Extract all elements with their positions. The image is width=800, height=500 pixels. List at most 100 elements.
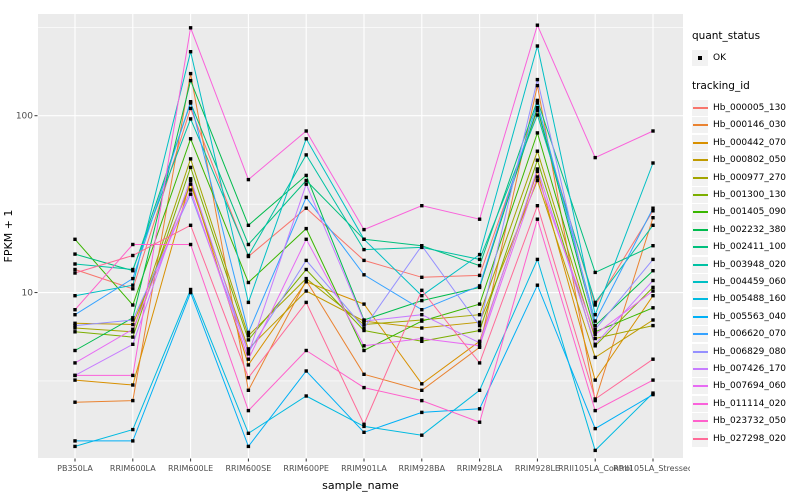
data-point xyxy=(535,98,540,103)
series-line-icon xyxy=(692,159,708,162)
data-point xyxy=(593,323,597,328)
data-point xyxy=(651,285,655,290)
data-point xyxy=(651,244,655,248)
data-point xyxy=(246,300,251,305)
data-point xyxy=(477,302,482,306)
data-point xyxy=(477,320,482,324)
data-point xyxy=(246,444,251,449)
data-point xyxy=(131,330,135,334)
data-point xyxy=(304,206,308,210)
data-point xyxy=(73,444,77,449)
x-tick-label: RRIM600PE xyxy=(283,464,329,473)
data-point xyxy=(593,303,597,307)
data-point xyxy=(188,50,193,54)
series-line-icon xyxy=(692,107,708,110)
series-line-icon xyxy=(692,211,708,214)
x-tick-label: RRIM600LA xyxy=(110,464,156,473)
data-point xyxy=(188,287,193,292)
data-point xyxy=(73,262,77,266)
data-point xyxy=(651,223,655,227)
data-point xyxy=(246,431,251,435)
data-point xyxy=(246,223,251,227)
data-point xyxy=(535,283,540,287)
data-point xyxy=(131,283,135,287)
series-line-icon xyxy=(692,437,708,440)
data-point xyxy=(593,332,597,337)
data-point xyxy=(131,322,135,327)
data-point xyxy=(73,252,77,256)
data-point xyxy=(188,223,193,227)
data-point xyxy=(420,388,424,392)
legend-entry-label: Hb_007426_170 xyxy=(713,363,787,374)
legend-entry-label: Hb_027298_020 xyxy=(713,433,787,444)
data-point xyxy=(304,369,308,373)
data-point xyxy=(477,263,482,268)
data-point xyxy=(651,257,655,262)
x-tick-label: RRIM901LA xyxy=(341,464,387,473)
data-point xyxy=(131,303,135,307)
data-point xyxy=(535,106,540,110)
data-point xyxy=(188,100,193,104)
data-point xyxy=(477,252,482,257)
series-key xyxy=(692,187,708,204)
legend-entry-label: Hb_007694_060 xyxy=(713,381,787,392)
data-point xyxy=(188,165,193,170)
series-line-icon xyxy=(692,194,708,197)
data-point xyxy=(304,173,308,178)
series-key xyxy=(692,413,708,430)
data-point xyxy=(73,294,77,298)
series-line-icon xyxy=(692,298,708,301)
legend-entry-Hb_003948_020: Hb_003948_020 xyxy=(692,256,798,273)
data-point xyxy=(73,326,77,330)
data-point xyxy=(651,392,655,397)
series-line-icon xyxy=(692,367,708,370)
series-key xyxy=(692,239,708,256)
legend-tracking-entries: Hb_000005_130 Hb_000146_030 Hb_000442_070 H… xyxy=(692,99,798,447)
series-key xyxy=(692,395,708,412)
data-point xyxy=(535,217,540,221)
legend-entry-label: Hb_005488_160 xyxy=(713,294,787,305)
series-key xyxy=(692,221,708,238)
series-line-icon xyxy=(692,350,708,353)
quant-ok-key xyxy=(692,49,708,66)
data-point xyxy=(246,177,251,182)
data-point xyxy=(651,216,655,220)
series-line-icon xyxy=(692,246,708,249)
data-point xyxy=(651,378,655,382)
data-point xyxy=(651,289,655,293)
data-point xyxy=(131,335,135,339)
series-key xyxy=(692,152,708,169)
data-point xyxy=(651,278,655,283)
data-point xyxy=(304,226,308,231)
legend-entry-Hb_027298_020: Hb_027298_020 xyxy=(692,430,798,447)
series-line-icon xyxy=(692,385,708,388)
series-key xyxy=(692,326,708,343)
data-point xyxy=(420,244,424,248)
data-point xyxy=(304,129,308,133)
data-point xyxy=(188,137,193,141)
data-point xyxy=(477,407,482,411)
data-point xyxy=(246,330,251,335)
data-point xyxy=(420,313,424,317)
data-point xyxy=(420,339,424,343)
data-point xyxy=(362,430,366,434)
data-point xyxy=(420,410,424,415)
data-point xyxy=(593,342,597,346)
series-key xyxy=(692,134,708,151)
y-tick-label: 10 xyxy=(22,289,34,299)
data-point xyxy=(188,188,193,192)
data-point xyxy=(651,269,655,273)
data-point xyxy=(535,113,540,117)
x-tick-label: RRIM600SE xyxy=(226,464,272,473)
legend-tracking-id-title: tracking_id xyxy=(692,80,750,93)
data-point xyxy=(651,306,655,310)
data-point xyxy=(362,424,366,429)
legend-entry-Hb_001300_130: Hb_001300_130 xyxy=(692,186,798,204)
data-point xyxy=(420,398,424,403)
data-point xyxy=(593,300,597,305)
data-point xyxy=(477,284,482,288)
data-point xyxy=(246,253,251,258)
series-line-icon xyxy=(692,141,708,144)
legend-entry-ok: OK xyxy=(692,49,798,66)
series-line-icon xyxy=(692,333,708,336)
